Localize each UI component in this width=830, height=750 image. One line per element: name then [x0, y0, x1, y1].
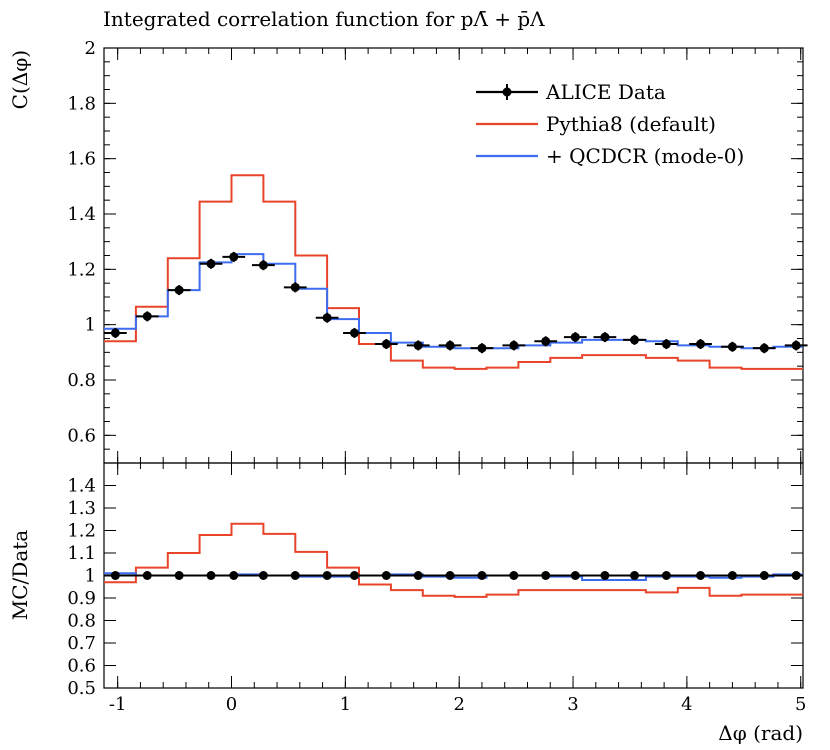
data-point	[759, 343, 769, 353]
y-tick-label: 0.6	[67, 656, 96, 677]
y-tick-label: 1.2	[67, 521, 96, 542]
data-point	[600, 571, 610, 580]
data-point	[229, 571, 239, 580]
series-line	[104, 174, 803, 370]
legend-label: + QCDCR (mode-0)	[546, 144, 744, 168]
data-point	[630, 335, 640, 345]
y-tick-label: 1.3	[67, 498, 96, 519]
y-tick-label: 0.5	[67, 678, 96, 699]
y-tick-label: 1.4	[67, 476, 96, 497]
chart-title: Integrated correlation function for pΛ̄ …	[103, 7, 545, 31]
data-point	[206, 259, 216, 269]
data-point	[759, 571, 769, 580]
data-point	[110, 328, 120, 338]
data-point	[258, 260, 268, 270]
data-point	[696, 571, 706, 580]
data-point	[413, 571, 423, 580]
legend: ALICE Data Pythia8 (default) + QCDCR (mode…	[476, 80, 744, 168]
data-point	[258, 571, 268, 580]
x-tick-label: -1	[109, 694, 127, 715]
data-point	[174, 285, 184, 295]
main-y-axis-label: C(Δφ)	[8, 50, 32, 109]
y-tick-label: 0.7	[67, 633, 96, 654]
data-point	[349, 571, 359, 580]
data-point	[661, 571, 671, 580]
data-point	[570, 571, 580, 580]
data-point	[413, 340, 423, 350]
data-point	[541, 336, 551, 346]
data-point	[142, 311, 152, 321]
data-point	[727, 571, 737, 580]
data-point	[349, 328, 359, 338]
data-point	[570, 332, 580, 342]
data-point	[509, 340, 519, 350]
x-axis-label: Δφ (rad)	[718, 721, 803, 745]
data-point	[661, 339, 671, 349]
data-point	[322, 571, 332, 580]
y-tick-label: 1	[85, 566, 96, 587]
data-point	[142, 571, 152, 580]
series-line	[104, 253, 803, 350]
main-plot-panel: 0.6 0.8 1 1.2 1.4 1.6 1.8 2	[67, 38, 808, 464]
data-point	[445, 340, 455, 350]
data-point	[381, 339, 391, 349]
data-point	[477, 571, 487, 580]
y-tick-label: 1.8	[67, 93, 96, 114]
y-tick-label: 0.9	[67, 588, 96, 609]
data-point	[630, 571, 640, 580]
y-tick-label: 0.8	[67, 370, 96, 391]
ratio-plot-panel: 0.50.60.70.80.911.11.21.31.4-1 0 1 2 3 4 5	[67, 462, 806, 715]
x-tick-label: 2	[453, 694, 464, 715]
x-tick-label: 3	[567, 694, 578, 715]
data-point	[206, 571, 216, 580]
data-point	[290, 571, 300, 580]
y-tick-label: 1.1	[67, 543, 96, 564]
plot-frame	[103, 47, 804, 464]
data-point	[322, 313, 332, 323]
data-point	[600, 332, 610, 342]
x-tick-label: 1	[340, 694, 351, 715]
data-point	[696, 339, 706, 349]
y-tick-label: 1.6	[67, 149, 96, 170]
data-point	[791, 340, 801, 350]
x-tick-label: 4	[681, 694, 692, 715]
y-tick-label: 0.8	[67, 611, 96, 632]
y-tick-label: 1.4	[67, 204, 96, 225]
x-tick-label: 5	[795, 694, 806, 715]
legend-marker	[502, 87, 512, 97]
data-point	[445, 571, 455, 580]
x-tick-label: 0	[226, 694, 237, 715]
y-tick-label: 0.6	[67, 425, 96, 446]
data-point	[110, 571, 120, 580]
legend-label: ALICE Data	[545, 80, 666, 104]
data-point	[229, 252, 239, 262]
data-point	[791, 571, 801, 580]
y-tick-label: 1.2	[67, 259, 96, 280]
data-point	[509, 571, 519, 580]
data-point	[174, 571, 184, 580]
series-line	[104, 522, 803, 598]
data-point	[381, 571, 391, 580]
y-tick-label: 2	[85, 38, 96, 59]
y-tick-label: 1	[85, 315, 96, 336]
legend-label: Pythia8 (default)	[546, 112, 716, 136]
data-point	[727, 342, 737, 352]
data-point	[290, 282, 300, 292]
data-point	[477, 343, 487, 353]
data-point	[541, 571, 551, 580]
ratio-y-axis-label: MC/Data	[8, 530, 32, 621]
